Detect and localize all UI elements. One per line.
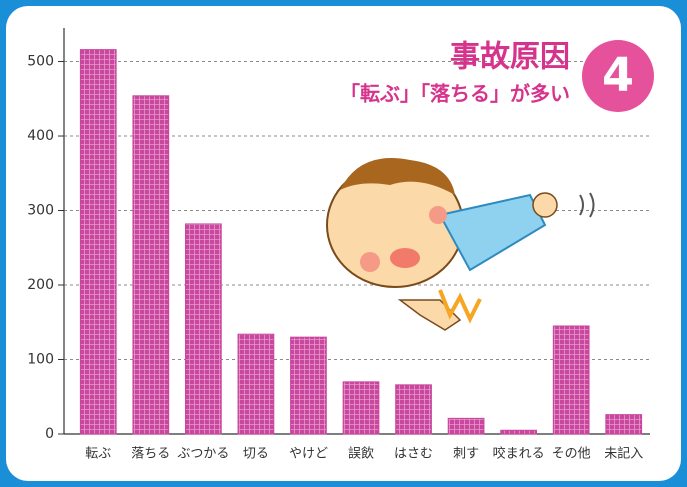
x-tick-label: やけど [289,447,328,462]
badge: 4 [602,48,634,102]
x-tick-label: その他 [552,447,591,462]
x-tick-label: 転ぶ [85,447,111,462]
x-tick-label: ぶつかる [177,447,229,462]
y-tick-label: 200 [27,277,54,293]
bar [552,325,590,435]
y-tick-label: 100 [27,352,54,368]
x-tick-label: 未記入 [604,446,643,462]
bar [447,417,485,435]
badge-circle [582,40,654,112]
bar [342,381,380,435]
y-tick-label: 400 [27,128,54,144]
illustration [326,158,595,331]
x-tick-label: 誤飲 [348,446,374,462]
bar [500,429,538,435]
x-tick-label: 切る [243,447,269,462]
x-tick-label: はさむ [394,447,433,462]
bar [132,95,170,435]
bar [395,384,432,435]
bar [79,49,117,435]
y-tick-label: 500 [27,54,54,70]
bar [184,223,222,435]
bar [605,414,643,435]
x-tick-label: 刺す [453,447,479,462]
x-tick-label: 咬まれる [493,446,545,462]
y-tick-label: 300 [27,203,54,219]
chart-subtitle: 「転ぶ」「落ちる」が多い [340,82,570,106]
bar [237,333,275,435]
chart-title: 事故原因 [450,40,570,75]
bar [290,336,327,435]
x-tick-label: 落ちる [131,447,170,462]
y-tick-label: 0 [45,426,54,442]
